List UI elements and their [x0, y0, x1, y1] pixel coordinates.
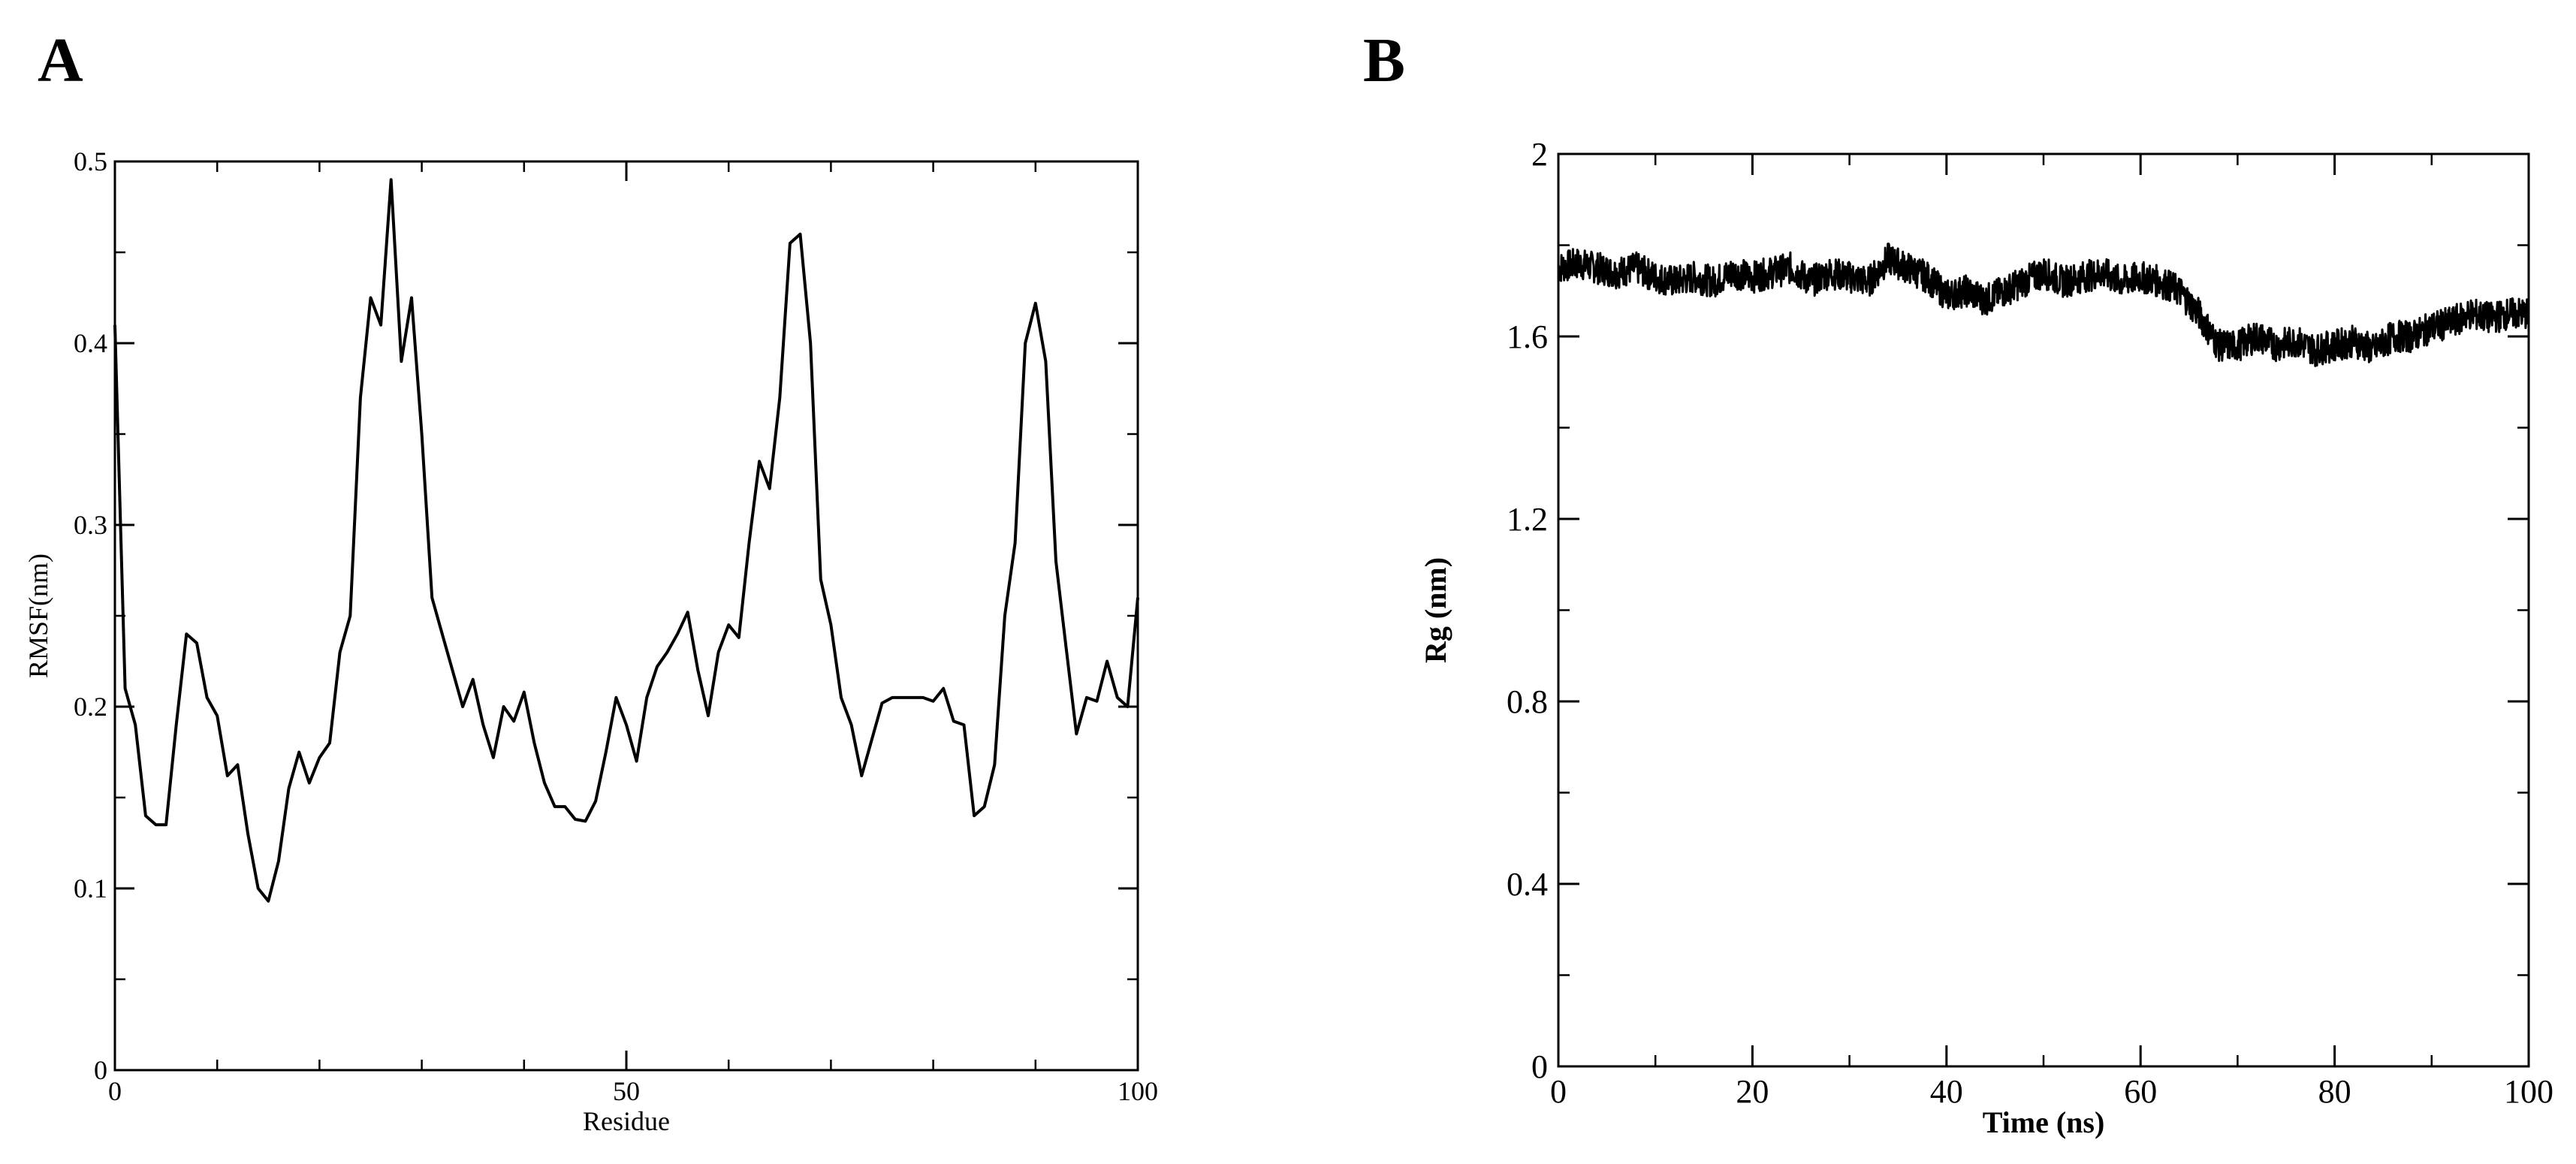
rmsf-chart: 0 50 100 0 0.1 0.2 0.3 0.4 0.5 Residue RMSF(nm): [23, 146, 1158, 1136]
plot-frame-a: [113, 160, 1139, 1072]
y-tick-label: 0.5: [74, 146, 107, 176]
x-axis-label-a: Residue: [583, 1106, 670, 1136]
x-tick-label: 50: [613, 1076, 640, 1106]
x-tick-label: 80: [2318, 1073, 2351, 1110]
y-tick-label: 1.2: [1507, 501, 1548, 538]
rmsf-line: [113, 178, 1139, 903]
rg-chart: 0 20 40 60 80 100 0 0.4 0.8 1.2 1.6 2 Time (ns) Rg …: [1419, 136, 2553, 1139]
ticks-b: 0 20 40 60 80 100 0 0.4 0.8 1.2 1.6 2: [1507, 136, 2553, 1110]
y-tick-label: 0: [94, 1055, 107, 1085]
y-tick-label: 0: [1531, 1048, 1548, 1085]
y-axis-label-a: RMSF(nm): [23, 553, 53, 678]
y-tick-label: 0.1: [74, 873, 107, 903]
ticks-a: 0 50 100 0 0.1 0.2 0.3 0.4 0.5: [74, 146, 1158, 1106]
y-tick-label: 1.6: [1507, 318, 1548, 355]
x-tick-label: 100: [1118, 1076, 1158, 1106]
x-tick-label: 0: [1550, 1073, 1567, 1110]
y-axis-label-b: Rg (nm): [1419, 557, 1452, 663]
panel-label-b: B: [1363, 26, 1405, 95]
y-tick-label: 0.8: [1507, 683, 1548, 720]
x-tick-label: 0: [108, 1076, 122, 1106]
y-tick-label: 0.4: [1507, 866, 1548, 903]
x-tick-label: 40: [1930, 1073, 1963, 1110]
x-tick-label: 100: [2504, 1073, 2553, 1110]
y-tick-label: 0.3: [74, 510, 107, 540]
y-tick-label: 0.2: [74, 692, 107, 722]
x-axis-label-b: Time (ns): [1983, 1105, 2105, 1139]
rg-line: [1557, 243, 2530, 367]
x-tick-label: 20: [1736, 1073, 1769, 1110]
panel-label-a: A: [38, 26, 83, 95]
y-tick-label: 2: [1531, 136, 1548, 173]
y-tick-label: 0.4: [74, 328, 107, 358]
x-tick-label: 60: [2124, 1073, 2157, 1110]
